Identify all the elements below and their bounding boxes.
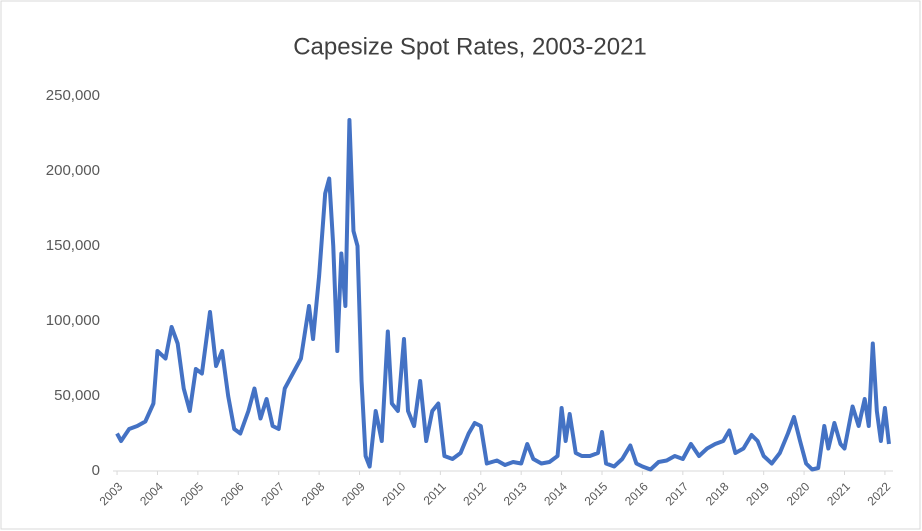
y-tick-label: 50,000 (54, 387, 100, 404)
y-tick-label: 0 (92, 462, 100, 479)
y-tick-label: 250,000 (46, 87, 100, 104)
y-tick-label: 100,000 (46, 312, 100, 329)
y-tick-label: 200,000 (46, 162, 100, 179)
y-tick-label: 150,000 (46, 237, 100, 254)
data-line (115, 118, 891, 472)
chart-title: Capesize Spot Rates, 2003-2021 (293, 33, 647, 60)
